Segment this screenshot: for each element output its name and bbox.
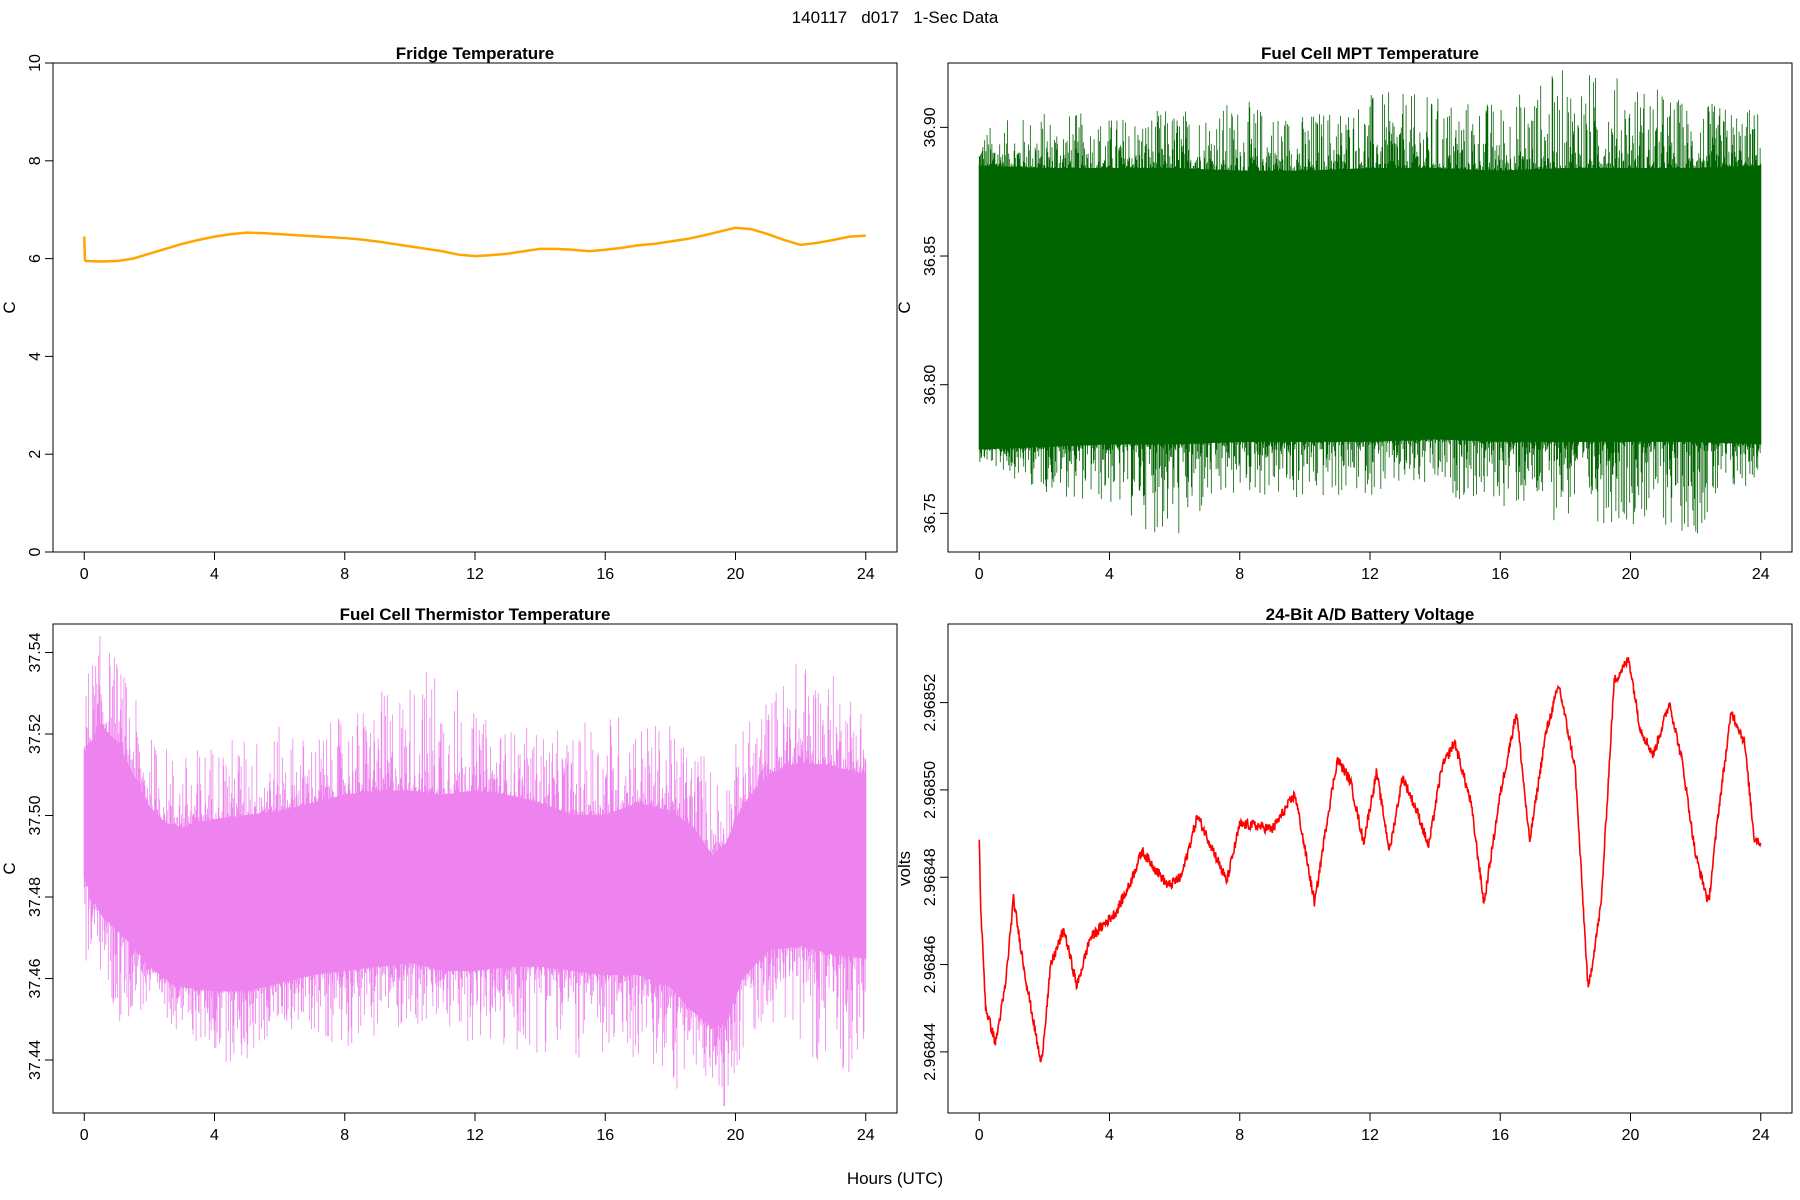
x-tick-label: 20 (727, 566, 745, 583)
series-band (978, 165, 1762, 450)
x-tick-label: 16 (1491, 566, 1509, 583)
y-tick-label: 37.46 (27, 958, 44, 998)
x-tick-label: 16 (596, 566, 614, 583)
x-tick-label: 24 (857, 1127, 875, 1144)
y-tick-label: 2.96844 (922, 1023, 939, 1081)
x-tick-label: 4 (210, 1127, 219, 1144)
x-tick-label: 0 (80, 1127, 89, 1144)
y-tick-label: 36.85 (922, 236, 939, 276)
y-tick-label: 36.75 (922, 493, 939, 533)
panel-title: Fuel Cell MPT Temperature (1261, 44, 1479, 63)
series-line (83, 226, 866, 263)
series-band (83, 725, 867, 1028)
y-tick-label: 37.54 (27, 632, 44, 672)
x-tick-label: 16 (1491, 1127, 1509, 1144)
y-tick-label: 37.48 (27, 877, 44, 917)
x-tick-label: 8 (340, 566, 349, 583)
x-tick-label: 12 (466, 566, 484, 583)
x-tick-label: 16 (596, 1127, 614, 1144)
y-tick-label: 0 (27, 547, 44, 556)
x-tick-label: 0 (975, 1127, 984, 1144)
panel-battery-voltage: 24-Bit A/D Battery Voltage volts 0 4 8 12 16… (895, 605, 1793, 1144)
x-tick-label: 24 (1752, 1127, 1770, 1144)
x-tick-label: 12 (1361, 1127, 1379, 1144)
x-tick-label: 20 (1622, 566, 1640, 583)
y-tick-label: 36.90 (922, 107, 939, 147)
y-axis-label: volts (895, 851, 914, 886)
panel-fuel-cell-thermistor-temperature: Fuel Cell Thermistor Temperature C 0 4 8 12… (0, 605, 898, 1144)
panel-title: 24-Bit A/D Battery Voltage (1266, 605, 1475, 624)
y-tick-label: 2 (27, 450, 44, 459)
figure-x-label: Hours (UTC) (847, 1169, 943, 1188)
y-axis-label: C (0, 862, 19, 874)
y-tick-label: 10 (27, 54, 44, 72)
x-tick-label: 0 (975, 566, 984, 583)
y-tick-label: 4 (27, 352, 44, 361)
x-tick-label: 12 (1361, 566, 1379, 583)
x-tick-label: 20 (1622, 1127, 1640, 1144)
y-tick-label: 2.96848 (922, 848, 939, 906)
y-tick-label: 8 (27, 156, 44, 165)
x-tick-label: 8 (1235, 1127, 1244, 1144)
panel-title: Fridge Temperature (396, 44, 554, 63)
x-tick-label: 8 (340, 1127, 349, 1144)
y-axis-label: C (0, 301, 19, 313)
y-tick-label: 37.52 (27, 714, 44, 754)
x-tick-label: 24 (1752, 566, 1770, 583)
x-tick-label: 8 (1235, 566, 1244, 583)
x-tick-label: 4 (1105, 566, 1114, 583)
y-tick-label: 36.80 (922, 365, 939, 405)
panel-fuel-cell-mpt-temperature: Fuel Cell MPT Temperature C 0 4 8 12 16 20 24 3… (895, 44, 1793, 583)
series-line (978, 657, 1762, 1063)
y-tick-label: 2.96852 (922, 674, 939, 732)
x-tick-label: 0 (80, 566, 89, 583)
x-tick-label: 4 (210, 566, 219, 583)
x-tick-label: 20 (727, 1127, 745, 1144)
y-tick-label: 37.44 (27, 1040, 44, 1080)
y-axis-label: C (895, 301, 914, 313)
x-tick-label: 12 (466, 1127, 484, 1144)
x-tick-label: 4 (1105, 1127, 1114, 1144)
y-tick-label: 37.50 (27, 795, 44, 835)
y-tick-label: 6 (27, 254, 44, 263)
figure-title: 140117 d017 1-Sec Data (792, 8, 999, 27)
y-tick-label: 2.96846 (922, 936, 939, 994)
y-tick-label: 2.96850 (922, 761, 939, 819)
x-tick-label: 24 (857, 566, 875, 583)
panel-title: Fuel Cell Thermistor Temperature (340, 605, 611, 624)
